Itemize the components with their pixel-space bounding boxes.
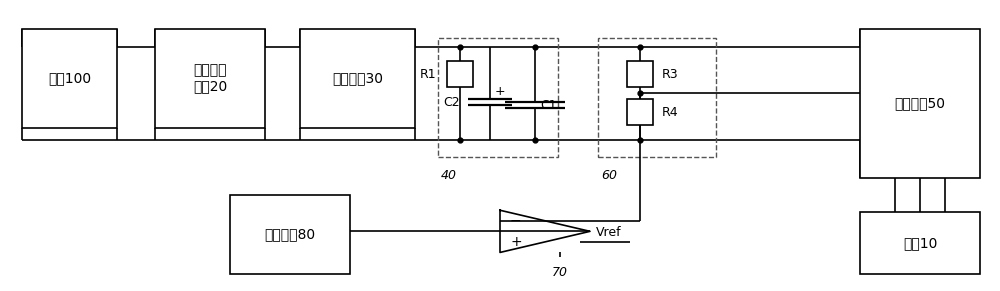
Bar — [860, 29, 980, 178]
Bar — [300, 29, 415, 128]
Text: +: + — [510, 235, 522, 249]
Bar — [447, 61, 473, 87]
Text: Vref: Vref — [596, 226, 622, 239]
Text: 电源100: 电源100 — [48, 72, 91, 86]
Text: R4: R4 — [662, 106, 679, 118]
Text: 60: 60 — [601, 169, 617, 182]
Text: C2: C2 — [443, 96, 460, 109]
Text: C1: C1 — [540, 99, 557, 111]
Text: 70: 70 — [552, 265, 568, 278]
Text: 整流模块30: 整流模块30 — [332, 72, 383, 86]
Text: 逆变模块50: 逆变模块50 — [894, 96, 945, 110]
Bar — [155, 29, 265, 128]
Bar — [438, 38, 558, 157]
Bar — [230, 195, 350, 274]
Bar — [598, 38, 716, 157]
Bar — [627, 99, 653, 125]
Text: −: − — [510, 214, 522, 228]
Text: 40: 40 — [441, 169, 457, 182]
Text: 控制模块80: 控制模块80 — [264, 227, 316, 241]
Text: R3: R3 — [662, 68, 679, 81]
Bar — [22, 29, 117, 128]
Text: 电机10: 电机10 — [903, 236, 937, 250]
Text: 电源输入
模块20: 电源输入 模块20 — [193, 63, 227, 94]
Text: R1: R1 — [419, 68, 436, 81]
Text: +: + — [495, 85, 506, 98]
Bar — [627, 61, 653, 87]
Bar — [860, 212, 980, 274]
